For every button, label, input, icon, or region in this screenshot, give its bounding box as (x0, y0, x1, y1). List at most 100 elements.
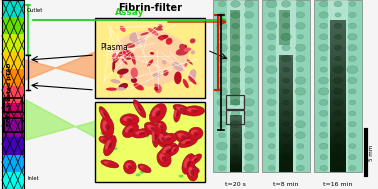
Bar (2, 0, 24, 189)
Ellipse shape (124, 160, 136, 174)
Ellipse shape (100, 132, 105, 135)
Ellipse shape (119, 50, 132, 57)
Ellipse shape (162, 146, 171, 153)
Ellipse shape (187, 166, 199, 173)
Bar (279, 83, 293, 84)
Text: Fibrin-filter: Fibrin-filter (118, 3, 182, 13)
Bar (330, 120, 346, 121)
Ellipse shape (297, 144, 304, 149)
Ellipse shape (319, 110, 328, 116)
Ellipse shape (267, 34, 276, 40)
Ellipse shape (217, 88, 227, 95)
Bar (279, 122, 293, 123)
Bar (330, 22, 346, 23)
Bar (279, 10, 290, 45)
Bar (279, 107, 293, 108)
Bar (230, 147, 242, 148)
Ellipse shape (245, 121, 253, 127)
Ellipse shape (116, 87, 125, 91)
Bar (279, 157, 293, 158)
Bar (279, 134, 293, 135)
Ellipse shape (99, 107, 110, 122)
Ellipse shape (334, 45, 342, 50)
Ellipse shape (217, 33, 227, 40)
Bar (230, 166, 242, 167)
Bar (330, 64, 346, 65)
Ellipse shape (135, 104, 141, 112)
Bar (330, 65, 346, 66)
Ellipse shape (184, 109, 189, 112)
Ellipse shape (147, 59, 153, 67)
Bar (230, 132, 242, 133)
Bar (330, 127, 346, 128)
Ellipse shape (246, 46, 252, 50)
Bar (279, 124, 293, 125)
Ellipse shape (112, 30, 189, 86)
Ellipse shape (217, 22, 227, 29)
Ellipse shape (152, 126, 159, 147)
Bar (279, 70, 293, 71)
Bar (279, 106, 293, 107)
Ellipse shape (104, 161, 113, 165)
Ellipse shape (334, 1, 342, 7)
Ellipse shape (127, 118, 132, 122)
Bar (330, 105, 346, 106)
Bar (279, 138, 293, 139)
Bar (2, 120, 24, 139)
Ellipse shape (192, 168, 195, 171)
Ellipse shape (160, 125, 163, 129)
Bar (279, 56, 293, 57)
Ellipse shape (245, 67, 254, 73)
Bar (330, 46, 346, 47)
Ellipse shape (268, 144, 275, 148)
Ellipse shape (232, 35, 239, 39)
Bar (230, 152, 242, 153)
Bar (279, 96, 293, 97)
Ellipse shape (320, 122, 327, 127)
Ellipse shape (318, 88, 329, 95)
Ellipse shape (245, 111, 253, 116)
Bar (330, 130, 346, 131)
Ellipse shape (333, 77, 342, 84)
Ellipse shape (163, 135, 171, 140)
Ellipse shape (319, 143, 328, 149)
Bar (230, 169, 242, 170)
Ellipse shape (183, 79, 189, 88)
Ellipse shape (148, 28, 158, 36)
Ellipse shape (160, 133, 177, 145)
Ellipse shape (349, 154, 356, 160)
Ellipse shape (112, 58, 115, 72)
Ellipse shape (244, 99, 254, 106)
Ellipse shape (124, 56, 131, 60)
Bar (279, 142, 293, 143)
Bar (230, 161, 242, 162)
Bar (279, 108, 293, 109)
Bar (276, 0, 296, 172)
Bar (330, 92, 346, 93)
Bar (279, 130, 293, 131)
Text: Plasma: Plasma (100, 43, 128, 52)
Ellipse shape (297, 100, 304, 105)
Bar (95, 18, 205, 98)
Ellipse shape (180, 108, 185, 111)
Bar (330, 141, 346, 142)
Bar (279, 159, 293, 160)
Bar (230, 163, 242, 164)
Bar (330, 63, 346, 64)
Ellipse shape (170, 145, 179, 155)
Bar (330, 152, 346, 153)
Bar (330, 113, 346, 114)
Ellipse shape (295, 121, 305, 128)
Bar (230, 127, 242, 128)
Bar (330, 39, 346, 40)
Bar (279, 126, 293, 127)
Bar (2, 86, 24, 104)
Ellipse shape (219, 133, 225, 138)
Bar (2, 0, 24, 18)
Bar (279, 75, 293, 76)
Bar (279, 160, 293, 161)
Bar (230, 164, 242, 165)
Bar (330, 77, 346, 78)
Ellipse shape (281, 33, 291, 40)
Bar (279, 165, 293, 166)
